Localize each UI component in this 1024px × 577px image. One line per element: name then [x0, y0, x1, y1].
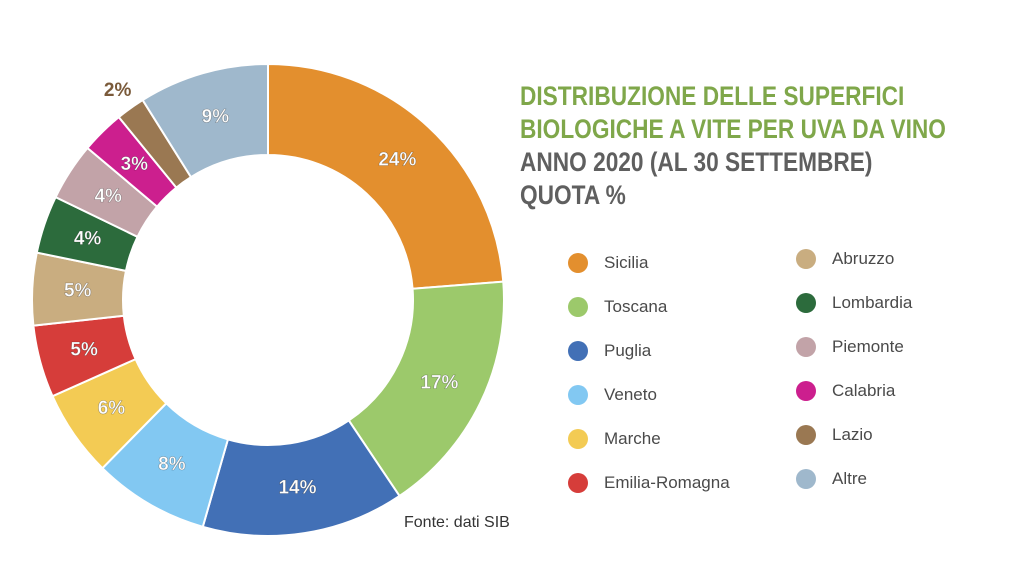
legend-swatch [796, 381, 816, 401]
legend-item-toscana: Toscana [568, 292, 667, 322]
legend-item-piemonte: Piemonte [796, 332, 904, 362]
legend-swatch [796, 293, 816, 313]
legend-swatch [568, 429, 588, 449]
data-label-sicilia: 24% [378, 150, 416, 171]
data-label-veneto: 8% [158, 454, 186, 475]
legend-label: Sicilia [604, 253, 649, 272]
legend-swatch [568, 253, 588, 273]
legend-item-sicilia: Sicilia [568, 248, 648, 278]
slice-sicilia [267, 62, 505, 290]
data-label-marche: 6% [98, 398, 126, 419]
data-label-piemonte: 4% [94, 186, 122, 207]
chart-title: DISTRIBUZIONE DELLE SUPERFICI BIOLOGICHE… [520, 80, 946, 212]
data-label-puglia: 14% [278, 478, 316, 499]
legend-label: Emilia-Romagna [604, 473, 730, 492]
legend-item-altre: Altre [796, 464, 867, 494]
legend-item-emilia-romagna: Emilia-Romagna [568, 468, 730, 498]
chart-legend: Sicilia Toscana Puglia Veneto Marche Emilia-R… [568, 248, 988, 498]
legend-swatch [796, 249, 816, 269]
data-label-abruzzo: 5% [64, 281, 92, 302]
legend-item-puglia: Puglia [568, 336, 651, 366]
slice-altre [141, 62, 269, 179]
legend-label: Puglia [604, 341, 652, 360]
legend-swatch [796, 469, 816, 489]
legend-label: Veneto [604, 385, 657, 404]
legend-item-veneto: Veneto [568, 380, 657, 410]
legend-item-lombardia: Lombardia [796, 288, 912, 318]
legend-label: Piemonte [832, 337, 904, 356]
data-label-lazio: 2% [104, 80, 132, 101]
legend-swatch [568, 385, 588, 405]
legend-item-abruzzo: Abruzzo [796, 244, 894, 274]
legend-item-lazio: Lazio [796, 420, 873, 450]
legend-label: Lombardia [832, 293, 913, 312]
data-label-lombardia: 4% [74, 228, 102, 249]
chart-source: Fonte: dati SIB [404, 514, 510, 531]
chart-title-line-2: BIOLOGICHE A VITE PER UVA DA VINO [520, 114, 946, 144]
legend-label: Toscana [604, 297, 668, 316]
chart-subtitle-line-2: QUOTA % [520, 180, 626, 210]
chart-subtitle-line-1: ANNO 2020 (AL 30 SETTEMBRE) [520, 147, 873, 177]
chart-title-line-1: DISTRIBUZIONE DELLE SUPERFICI [520, 81, 905, 111]
data-label-altre: 9% [202, 106, 230, 127]
data-label-calabria: 3% [121, 154, 149, 175]
legend-swatch [568, 473, 588, 493]
legend-label: Lazio [832, 425, 873, 444]
data-label-toscana: 17% [420, 373, 458, 394]
legend-label: Calabria [832, 381, 896, 400]
legend-swatch [796, 337, 816, 357]
legend-item-calabria: Calabria [796, 376, 895, 406]
legend-label: Abruzzo [832, 249, 895, 268]
legend-swatch [568, 297, 588, 317]
legend-item-marche: Marche [568, 424, 661, 454]
data-label-emilia-romagna: 5% [70, 339, 98, 360]
legend-swatch [796, 425, 816, 445]
legend-label: Marche [604, 429, 661, 448]
legend-label: Altre [832, 469, 867, 488]
legend-swatch [568, 341, 588, 361]
